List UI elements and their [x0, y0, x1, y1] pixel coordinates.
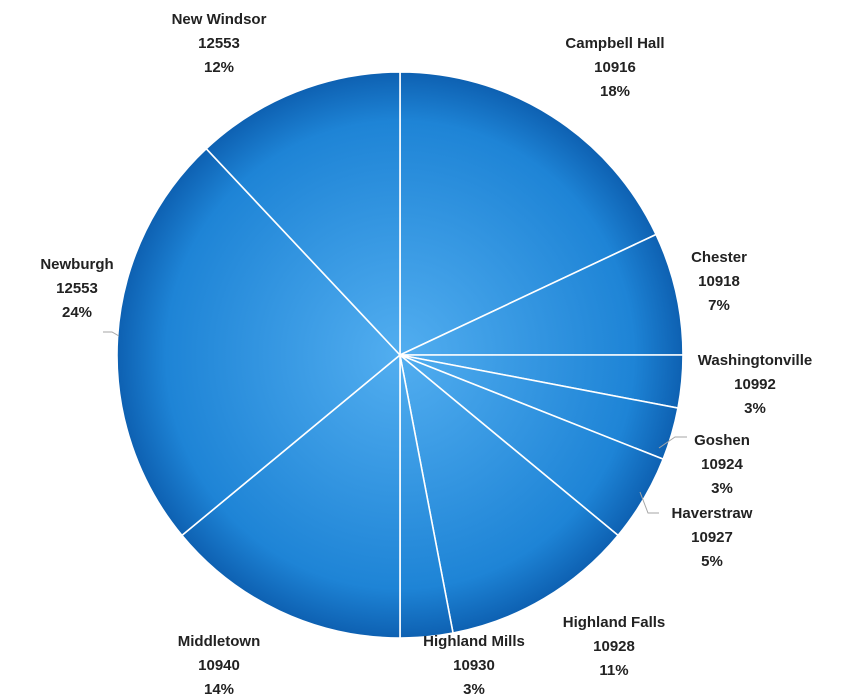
slice-percent: 12%	[204, 59, 234, 76]
slice-code: 10924	[701, 456, 743, 473]
slice-percent: 14%	[204, 681, 234, 697]
slice-code: 10940	[198, 657, 240, 674]
slice-code: 10992	[734, 376, 776, 393]
pie-slice-chester	[399, 233, 684, 356]
slice-label: Campbell Hall 10916 18%	[565, 35, 664, 100]
slice-code: 10930	[453, 657, 495, 674]
slice-percent: 3%	[744, 400, 766, 417]
pie-slice-campbell-hall	[399, 71, 657, 356]
slice-code: 10916	[594, 59, 636, 76]
slice-name: Middletown	[178, 633, 261, 650]
slice-label: Highland Mills 10930 3%	[423, 633, 525, 697]
leader-line	[658, 436, 687, 449]
slice-name: Haverstraw	[672, 505, 753, 522]
slice-percent: 5%	[701, 553, 723, 570]
slice-name: Highland Falls	[563, 614, 666, 631]
slice-percent: 7%	[708, 297, 730, 314]
slice-percent: 3%	[711, 480, 733, 497]
slice-label: Washingtonville 10992 3%	[698, 352, 812, 417]
slice-percent: 24%	[62, 304, 92, 321]
slice-label: Chester 10918 7%	[691, 249, 747, 314]
slice-code: 12553	[56, 280, 98, 297]
slice-name: Chester	[691, 249, 747, 266]
slice-name: New Windsor	[172, 11, 267, 28]
slice-label: Goshen 10924 3%	[694, 432, 750, 497]
slice-code: 10928	[593, 638, 635, 655]
slice-code: 10918	[698, 273, 740, 290]
pie-slice-middletown	[181, 354, 401, 639]
slice-name: Campbell Hall	[565, 35, 664, 52]
pie-slice-new-windsor	[205, 71, 401, 356]
slice-label: Highland Falls 10928 11%	[563, 614, 666, 679]
slice-label: Middletown 10940 14%	[178, 633, 261, 697]
slice-code: 10927	[691, 529, 733, 546]
slice-labels: Campbell Hall 10916 18% Chester 10918 7% Washi…	[40, 11, 812, 697]
slice-label: Newburgh 12553 24%	[40, 256, 113, 321]
slice-name: Goshen	[694, 432, 750, 449]
slice-percent: 18%	[600, 83, 630, 100]
pie-slice-newburgh	[116, 147, 401, 537]
slice-name: Highland Mills	[423, 633, 525, 650]
slice-name: Washingtonville	[698, 352, 812, 369]
slice-label: Haverstraw 10927 5%	[672, 505, 753, 570]
pie-slice-highland-falls	[399, 354, 619, 634]
leader-line	[639, 491, 659, 514]
leader-lines	[103, 331, 687, 514]
slice-code: 12553	[198, 35, 240, 52]
slice-percent: 3%	[463, 681, 485, 697]
leader-line	[103, 331, 120, 337]
slice-percent: 11%	[599, 662, 628, 679]
pie-slices	[116, 71, 684, 639]
slice-label: New Windsor 12553 12%	[172, 11, 267, 76]
slice-name: Newburgh	[40, 256, 113, 273]
